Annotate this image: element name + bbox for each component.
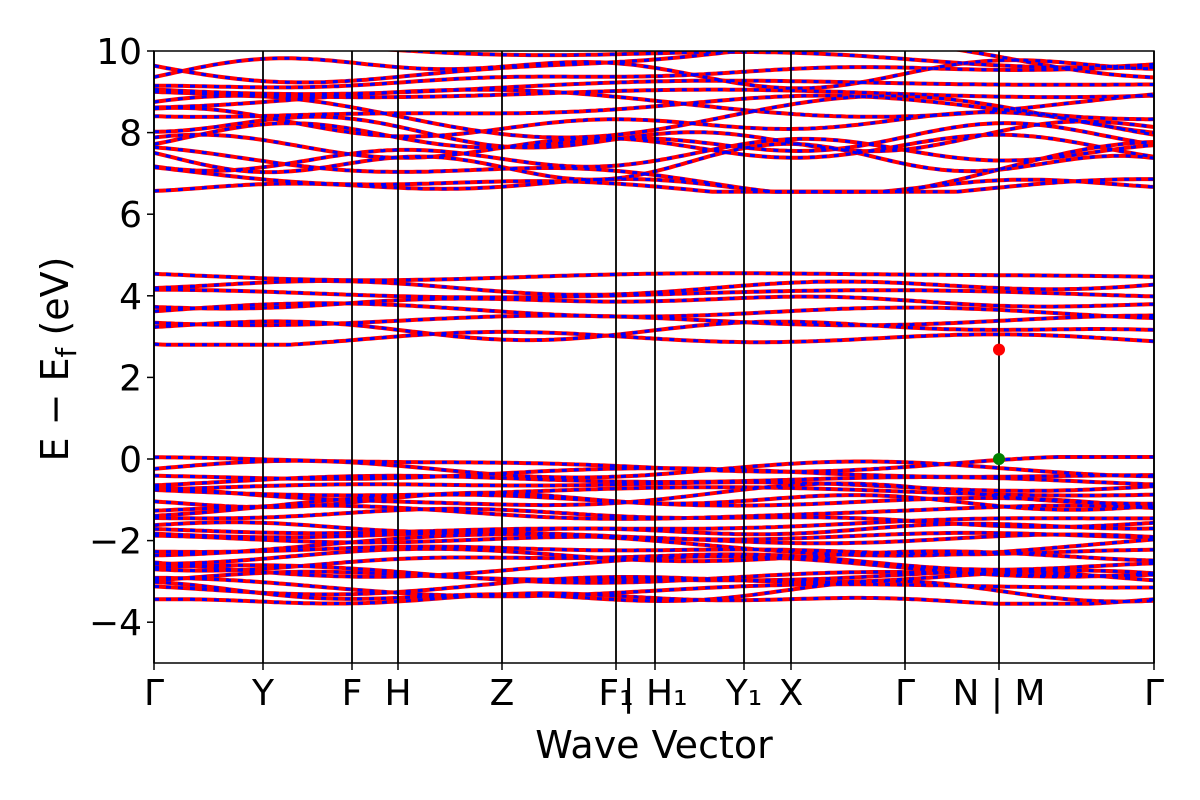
vbm-marker	[993, 453, 1005, 465]
y-tick-label-5: 6	[119, 195, 142, 236]
band-line-red-38	[154, 136, 1154, 173]
band-line-red-35	[154, 165, 1154, 194]
band-line-red-50	[154, 51, 1154, 85]
y-tick-label-4: 4	[119, 277, 142, 318]
band-line-red-51	[378, 51, 1154, 70]
y-tick-label-3: 2	[119, 358, 142, 399]
band-line-red-18	[154, 490, 1154, 512]
x-tick-label-11: Γ	[1144, 673, 1164, 714]
band-line-blue-42	[154, 106, 1154, 138]
band-line-red-47	[154, 78, 1154, 97]
band-line-red-1	[154, 579, 1154, 604]
band-line-red-14	[154, 516, 1154, 536]
x-tick-label-4: Z	[490, 673, 515, 714]
y-axis-title-subscript: f	[50, 346, 83, 357]
band-line-red-26	[154, 329, 1154, 347]
band-line-red-44	[154, 93, 1154, 122]
band-line-blue-43	[154, 94, 1154, 139]
x-tick-label-8: X	[779, 673, 804, 714]
x-tick-label-6: | H₁	[622, 673, 687, 714]
y-tick-label-7: 10	[96, 32, 142, 73]
band-edge-markers	[993, 343, 1005, 465]
x-tick-label-5: F₁	[598, 673, 633, 714]
y-axis-title: E − Ef (eV)	[33, 257, 83, 462]
band-line-blue-40	[154, 121, 1154, 153]
band-line-blue-41	[154, 115, 1154, 153]
y-tick-label-2: 0	[119, 440, 142, 481]
x-axis-title: Wave Vector	[535, 723, 773, 767]
band-line-red-2	[154, 575, 1154, 599]
y-tick-label-1: −2	[89, 522, 142, 563]
x-axis: Γ Y F H Z F₁| H₁ Y₁ X Γ N | M Γ	[144, 663, 1164, 714]
band-line-red-12	[154, 530, 1154, 542]
y-axis-title-unit: (eV)	[33, 257, 77, 348]
band-line-red-20	[154, 485, 1154, 498]
band-line-red-0	[154, 591, 1154, 606]
x-tick-label-7: Y₁	[725, 673, 762, 714]
x-tick-label-1: Y	[251, 673, 275, 714]
y-axis-title-main: E − E	[33, 357, 77, 461]
x-tick-label-3: H	[384, 673, 411, 714]
band-line-red-10	[154, 532, 1154, 558]
band-line-red-33	[154, 271, 1154, 283]
plot-frame	[153, 50, 1155, 664]
y-tick-label-6: 8	[119, 114, 142, 155]
y-tick-label-0: −4	[89, 603, 142, 644]
band-line-blue-37	[154, 142, 1154, 182]
band-line-red-7	[154, 552, 1154, 573]
band-line-red-25	[154, 455, 1154, 474]
x-tick-label-2: F	[342, 673, 363, 714]
cbm-marker	[993, 343, 1005, 356]
x-tick-label-9: Γ	[895, 673, 915, 714]
band-line-red-48	[154, 65, 1154, 90]
y-axis: −4 −2 0 2 4 6 8 10	[89, 32, 154, 644]
band-line-blue-49	[154, 56, 1154, 90]
x-tick-label-10: N | M	[952, 673, 1045, 714]
band-lines	[154, 51, 1154, 606]
band-line-red-46	[154, 87, 1154, 100]
x-tick-label-0: Γ	[144, 673, 164, 714]
band-line-red-30	[154, 294, 1154, 311]
